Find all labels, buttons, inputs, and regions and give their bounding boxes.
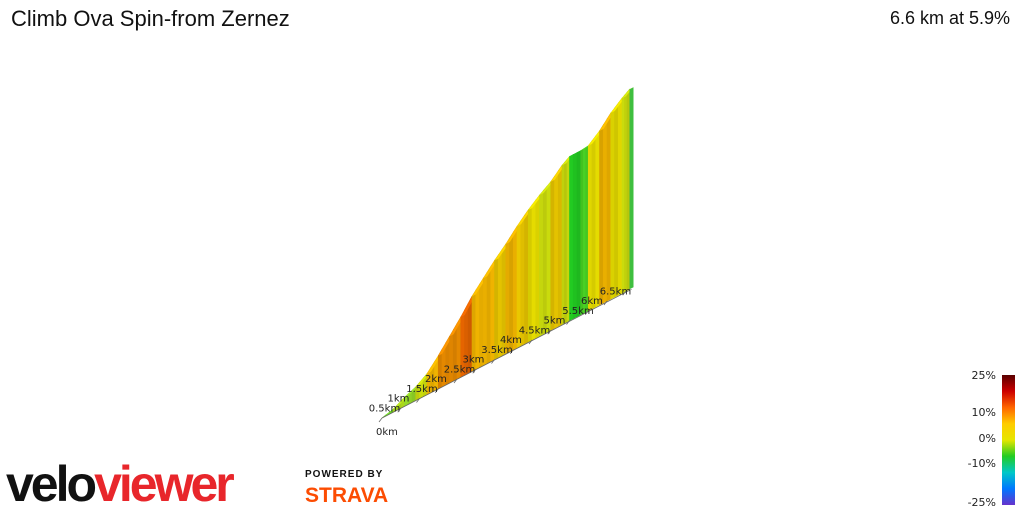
- axis-baseline: [381, 288, 632, 419]
- axis-tick-label: 0.5km: [369, 403, 400, 414]
- climb-summary: 6.6 km at 5.9%: [889, 8, 1010, 28]
- axis-tick: [397, 408, 402, 413]
- profile-segment: [554, 169, 559, 329]
- profile-segment: [606, 112, 612, 302]
- axis-tick-label: 5km: [544, 316, 566, 327]
- profile-segment: [595, 130, 600, 308]
- strava-badge: POWERED BY STRAVA: [305, 469, 388, 507]
- logo-viewer: viewer: [94, 456, 234, 512]
- profile-segment: [599, 123, 604, 306]
- profile-segment: [550, 175, 555, 331]
- profile-segment: [535, 194, 540, 339]
- axis-tick-label: 6.5km: [600, 286, 631, 297]
- axis-tick: [453, 378, 458, 384]
- axis-tick: [584, 310, 589, 315]
- profile-segment: [591, 134, 597, 310]
- legend-label-minus10: -10%: [968, 457, 996, 470]
- axis-tick: [416, 398, 420, 403]
- profile-segment: [624, 91, 628, 293]
- powered-by-text: POWERED BY: [305, 469, 383, 480]
- page-title: Climb Ova Spin-from Zernez: [11, 6, 290, 31]
- profile-segment: [569, 154, 574, 321]
- profile-segment: [587, 139, 593, 312]
- axis-tick-label: 3.5km: [481, 345, 512, 356]
- profile-segment: [626, 88, 630, 292]
- profile-segment: [566, 155, 570, 323]
- profile-segment: [512, 225, 518, 351]
- profile-segment: [539, 189, 544, 337]
- profile-segment: [572, 152, 578, 320]
- axis-tick: [509, 349, 514, 354]
- axis-tick: [566, 320, 570, 325]
- profile-segment: [542, 185, 548, 335]
- logo-velo: velo: [6, 456, 96, 512]
- axis-tick-label: 3km: [463, 355, 485, 366]
- profile-segment: [576, 150, 582, 318]
- profile-strips: [381, 87, 634, 419]
- axis-tick-label: 4km: [500, 335, 522, 346]
- profile-segment: [557, 164, 563, 327]
- veloviewer-logo: veloviewer: [6, 456, 237, 512]
- profile-end-cap: [629, 87, 634, 290]
- profile-segment: [621, 94, 625, 294]
- profile-segment: [531, 199, 537, 341]
- axis-tick: [472, 369, 477, 374]
- legend-label-minus25: -25%: [968, 496, 996, 509]
- axis-tick-label: 1km: [388, 394, 410, 405]
- axis-tick-label: 2.5km: [444, 364, 475, 375]
- axis-tick: [622, 291, 627, 296]
- profile-segment: [524, 208, 529, 345]
- profile-segment: [602, 117, 608, 304]
- profile-segment: [580, 148, 584, 316]
- legend-label-25: 25%: [972, 369, 996, 382]
- axis-tick-label: 2km: [425, 374, 447, 385]
- distance-axis: 0km 0.5km1km1.5km2km2.5km3km3.5km4km4.5km…: [369, 286, 632, 438]
- profile-segment: [610, 107, 615, 300]
- strava-wordmark: STRAVA: [305, 484, 388, 507]
- profile-segment: [527, 204, 533, 343]
- legend-label-10: 10%: [972, 406, 996, 419]
- axis-tick-label: 4.5km: [519, 325, 550, 336]
- profile-segment: [564, 158, 568, 324]
- profile-segment: [617, 97, 623, 296]
- profile-segment: [614, 102, 619, 298]
- axis-tick: [528, 339, 533, 345]
- axis-tick-label: 5.5km: [562, 306, 593, 317]
- profile-segment: [509, 231, 514, 353]
- axis-tick-label: 6km: [581, 296, 603, 307]
- profile-segment: [585, 145, 589, 313]
- gradient-legend: 25% 10% 0% -10% -25%: [968, 369, 1015, 509]
- profile-segment: [546, 180, 552, 333]
- profile-segment: [582, 146, 587, 314]
- svg-text:veloviewer: veloviewer: [6, 456, 234, 512]
- axis-tick-label: 0km: [376, 427, 398, 438]
- axis-tick: [434, 388, 439, 393]
- axis-tick: [378, 417, 383, 423]
- axis-tick-label: 1.5km: [406, 384, 437, 395]
- legend-label-0: 0%: [979, 432, 996, 445]
- axis-tick: [491, 359, 495, 364]
- axis-tick: [547, 330, 552, 335]
- profile-segment: [561, 161, 565, 325]
- axis-tick: [603, 300, 608, 306]
- legend-color-bar: [1002, 375, 1015, 505]
